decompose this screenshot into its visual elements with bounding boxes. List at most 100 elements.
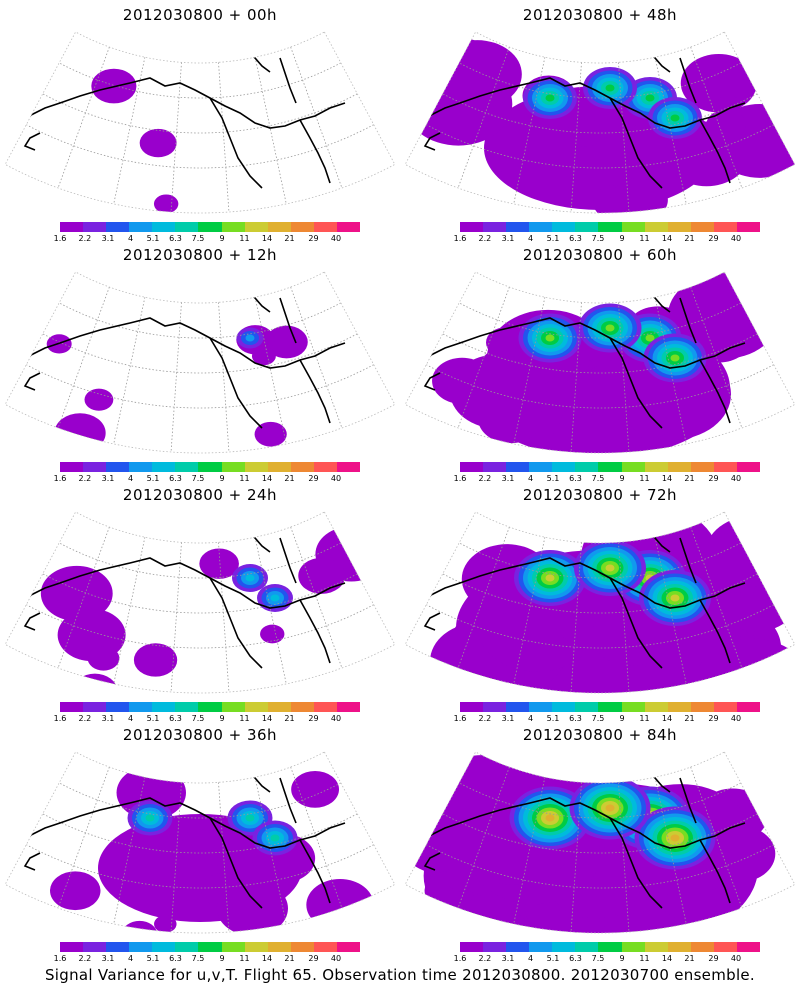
longitude-gridline (218, 782, 230, 933)
colorbar-tick-label: 5.1 (546, 954, 560, 963)
variance-shading (706, 109, 746, 141)
panel-title: 2012030800 + 12h (122, 246, 278, 264)
colorbar-swatch (221, 942, 245, 952)
coastline (24, 797, 346, 849)
variance-shading (670, 114, 680, 122)
colorbar (460, 702, 761, 712)
colorbar-swatch (575, 702, 599, 712)
variance-shading (498, 155, 524, 175)
coastline (609, 337, 663, 429)
colorbar-tick-label: 40 (730, 954, 742, 963)
latitude-gridline (426, 604, 774, 649)
coastline (279, 297, 297, 344)
colorbar-tick-label: 5.1 (146, 234, 160, 243)
forecast-panel: 2012030800 + 84h 1.6 2.2 3.1 4 5.1 6.3 7.5 9 11 14… (400, 720, 800, 963)
coastline (299, 359, 331, 424)
colorbar-swatch (267, 942, 291, 952)
variance-shading (591, 605, 671, 666)
polar-map (4, 31, 396, 214)
colorbar-swatch (552, 222, 576, 232)
variance-shading (265, 325, 308, 359)
colorbar-tick-label: 4 (127, 234, 134, 243)
colorbar-swatch (552, 702, 576, 712)
panel-title: 2012030800 + 84h (522, 726, 678, 744)
variance-shading (245, 814, 255, 822)
colorbar-tick-label: 2.2 (478, 714, 492, 723)
forecast-panel: 2012030800 + 36h 1.6 2.2 3.1 4 5.1 6.3 7.5 9 11 14… (0, 720, 400, 963)
colorbar-swatch (60, 942, 84, 952)
variance-shading (254, 421, 287, 447)
longitude-gridline (113, 297, 146, 445)
colorbar-labels: 1.6 2.2 3.1 4 5.1 6.3 7.5 9 11 14 21 29 40 (54, 474, 360, 484)
colorbar-tick-label: 21 (684, 954, 695, 963)
colorbar-labels: 1.6 2.2 3.1 4 5.1 6.3 7.5 9 11 14 21 29 40 (454, 954, 760, 964)
variance-shading (251, 346, 276, 366)
colorbar-swatch (460, 702, 484, 712)
colorbar-swatch (152, 702, 176, 712)
variance-shading (680, 53, 757, 113)
latitude-gridline (58, 782, 342, 819)
colorbar-swatch (644, 222, 668, 232)
coastline (209, 817, 263, 909)
colorbar-swatch (313, 462, 337, 472)
colorbar-tick-label: 21 (284, 474, 295, 483)
coastline (209, 97, 263, 189)
colorbar-swatch (244, 462, 268, 472)
colorbar-tick-label: 9 (619, 234, 625, 243)
colorbar-tick-label: 7.5 (191, 234, 205, 243)
variance-shading (245, 574, 255, 582)
colorbar-swatch (336, 942, 361, 952)
polar-map (404, 751, 796, 934)
colorbar-swatch (198, 222, 222, 232)
colorbar-tick-label: 21 (284, 714, 295, 723)
longitude-gridline (513, 57, 546, 205)
colorbar-labels: 1.6 2.2 3.1 4 5.1 6.3 7.5 9 11 14 21 29 40 (454, 474, 760, 484)
colorbar-swatch (244, 942, 268, 952)
latitude-gridline (58, 302, 342, 339)
variance-shading (545, 334, 555, 342)
coastline (299, 119, 331, 184)
colorbar-tick-label: 29 (308, 954, 319, 963)
colorbar-swatch (290, 222, 314, 232)
colorbar-tick-label: 4 (127, 474, 134, 483)
colorbar-tick-label: 9 (219, 714, 225, 723)
polar-map (4, 271, 396, 454)
colorbar-swatch (221, 222, 245, 232)
colorbar-tick-label: 21 (684, 474, 695, 483)
colorbar-swatch (106, 942, 130, 952)
colorbar-tick-label: 6.3 (569, 234, 582, 243)
longitude-gridline (618, 302, 630, 453)
colorbar-swatch (713, 222, 737, 232)
colorbar-tick-label: 6.3 (169, 474, 182, 483)
coastline (23, 612, 41, 631)
variance-shading (545, 94, 555, 102)
colorbar (60, 462, 361, 472)
colorbar-swatch (460, 222, 484, 232)
colorbar-swatch (667, 222, 691, 232)
longitude-gridline (218, 62, 230, 213)
colorbar-tick-label: 29 (708, 474, 719, 483)
polar-map (404, 271, 796, 454)
colorbar-swatch (83, 702, 107, 712)
variance-shading (182, 829, 216, 855)
colorbar-tick-label: 4 (527, 234, 534, 243)
colorbar-swatch (483, 702, 507, 712)
colorbar-swatch (644, 702, 668, 712)
variance-shading (57, 588, 86, 610)
colorbar-swatch (575, 222, 599, 232)
colorbar-swatch (83, 222, 107, 232)
longitude-gridline (113, 777, 146, 925)
longitude-gridline (170, 782, 182, 933)
colorbar-swatch (129, 222, 153, 232)
latitude-gridline (58, 62, 342, 99)
colorbar-labels: 1.6 2.2 3.1 4 5.1 6.3 7.5 9 11 14 21 29 40 (54, 954, 360, 964)
colorbar-swatch (690, 702, 714, 712)
colorbar-tick-label: 21 (684, 714, 695, 723)
colorbar-tick-label: 4 (527, 474, 534, 483)
longitude-gridline (218, 542, 230, 693)
colorbar-tick-label: 6.3 (569, 714, 582, 723)
colorbar-tick-label: 14 (661, 474, 673, 483)
longitude-gridline (690, 526, 743, 669)
coastline (209, 577, 263, 669)
colorbar-swatch (736, 462, 761, 472)
